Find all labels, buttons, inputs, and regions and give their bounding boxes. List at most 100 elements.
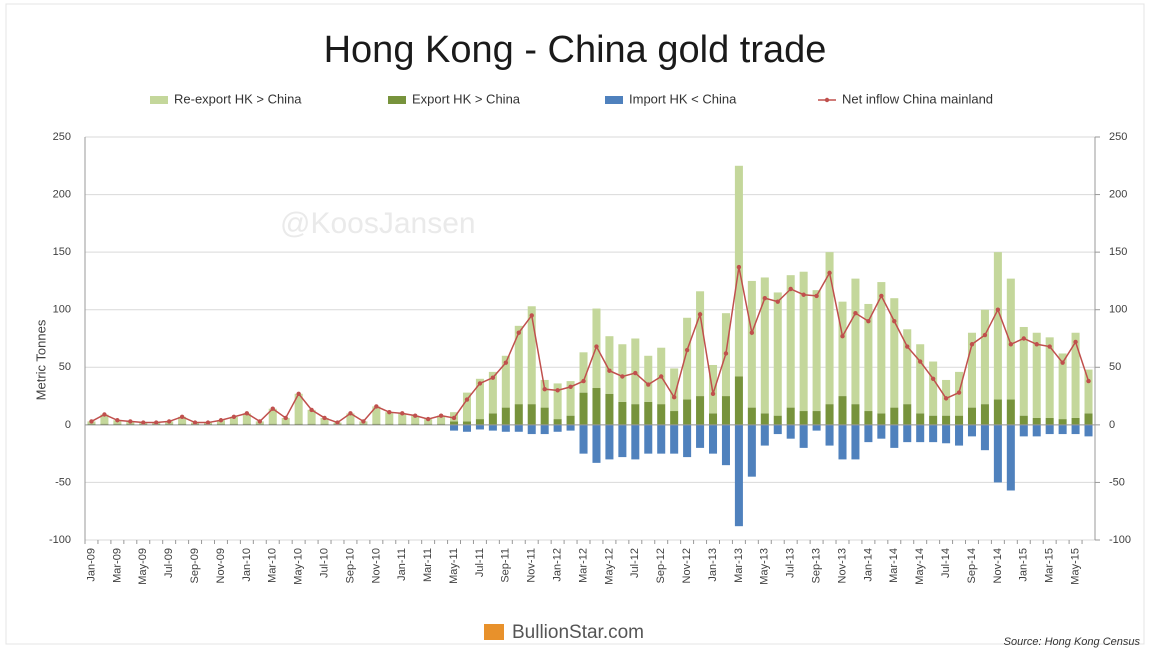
bar xyxy=(346,423,355,425)
logo: BullionStar.com xyxy=(512,622,644,643)
bar xyxy=(242,413,251,424)
bar xyxy=(605,336,614,394)
bar xyxy=(398,413,407,424)
bar xyxy=(877,413,886,425)
bar xyxy=(877,424,886,439)
bar xyxy=(1032,417,1041,425)
bar xyxy=(734,376,743,425)
bar xyxy=(786,407,795,425)
bar xyxy=(527,306,536,405)
line-marker xyxy=(646,382,651,387)
bar xyxy=(605,424,614,460)
legend-label: Import HK < China xyxy=(629,91,737,106)
bar xyxy=(1045,417,1054,425)
bar xyxy=(993,252,1002,400)
bar xyxy=(683,424,692,458)
bar xyxy=(113,423,122,425)
line-marker xyxy=(943,396,949,401)
bar xyxy=(1006,424,1015,491)
bar xyxy=(955,415,964,425)
bar xyxy=(178,423,187,425)
bar xyxy=(514,404,523,425)
bar xyxy=(851,278,860,405)
line-marker xyxy=(438,413,444,418)
y2-tick-label: 0 xyxy=(1109,419,1115,431)
bar xyxy=(527,424,536,435)
bar xyxy=(1084,413,1093,425)
bar xyxy=(812,290,821,412)
bar xyxy=(424,419,433,424)
bar xyxy=(747,280,756,408)
y-tick-label: 200 xyxy=(53,188,71,200)
x-tick-label: Sep-10 xyxy=(344,548,356,583)
bar xyxy=(1058,353,1067,420)
source: Source: Hong Kong Census xyxy=(1004,636,1141,648)
bar xyxy=(644,424,653,454)
bar xyxy=(579,392,588,425)
y2-tick-label: 250 xyxy=(1109,131,1127,143)
line-marker xyxy=(128,419,133,424)
x-tick-label: May-15 xyxy=(1069,548,1081,585)
line xyxy=(91,266,1090,424)
bar xyxy=(1058,419,1067,425)
line-marker xyxy=(516,330,521,335)
y2-tick-label: 150 xyxy=(1109,246,1127,258)
line-marker xyxy=(853,310,858,316)
bar xyxy=(579,352,588,393)
line-marker xyxy=(154,420,159,425)
bar xyxy=(890,424,899,448)
x-tick-label: Jul-10 xyxy=(318,548,330,578)
bar xyxy=(618,424,627,458)
bar xyxy=(579,424,588,454)
bar xyxy=(1071,332,1080,418)
bar xyxy=(993,399,1002,425)
line-marker xyxy=(270,406,275,411)
bar xyxy=(488,413,497,425)
line-marker xyxy=(205,420,211,425)
bar xyxy=(864,411,873,425)
bar xyxy=(411,423,420,425)
x-tick-label: Jul-13 xyxy=(785,548,797,578)
bar xyxy=(644,401,653,425)
bar xyxy=(540,379,549,408)
bar xyxy=(734,424,743,527)
line-marker xyxy=(218,418,224,423)
bar xyxy=(721,396,730,425)
bar xyxy=(475,424,484,430)
x-tick-label: Mar-15 xyxy=(1044,548,1056,583)
x-tick-label: Nov-14 xyxy=(992,548,1004,583)
bar xyxy=(851,404,860,425)
bar xyxy=(825,252,834,405)
line-marker xyxy=(659,374,664,379)
y2-tick-label: -50 xyxy=(1109,476,1125,488)
line-marker xyxy=(607,368,612,373)
line-marker xyxy=(348,411,353,416)
bar xyxy=(786,424,795,439)
y-tick-label: 250 xyxy=(53,131,71,143)
x-tick-label: Sep-09 xyxy=(189,548,201,583)
y-tick-label: 150 xyxy=(53,246,71,258)
line-marker xyxy=(322,415,327,421)
line-marker xyxy=(179,414,185,419)
bar xyxy=(929,361,938,416)
x-tick-label: May-12 xyxy=(603,548,615,585)
line-marker xyxy=(762,296,768,301)
line-marker xyxy=(283,415,288,421)
bar xyxy=(385,412,394,424)
bar xyxy=(812,424,821,431)
bar xyxy=(683,317,692,400)
bar xyxy=(398,423,407,425)
y2-tick-label: 100 xyxy=(1109,304,1127,316)
bar xyxy=(903,404,912,425)
bar xyxy=(437,415,446,424)
line-marker xyxy=(620,374,625,379)
y-axis-label: Metric Tonnes xyxy=(33,319,48,400)
line-marker xyxy=(594,344,599,349)
bar xyxy=(670,368,679,412)
x-tick-label: Mar-10 xyxy=(267,548,279,583)
bar xyxy=(1019,326,1028,416)
line-marker xyxy=(1060,360,1065,365)
bar xyxy=(411,415,420,424)
line-marker xyxy=(192,420,198,425)
bar xyxy=(825,404,834,425)
